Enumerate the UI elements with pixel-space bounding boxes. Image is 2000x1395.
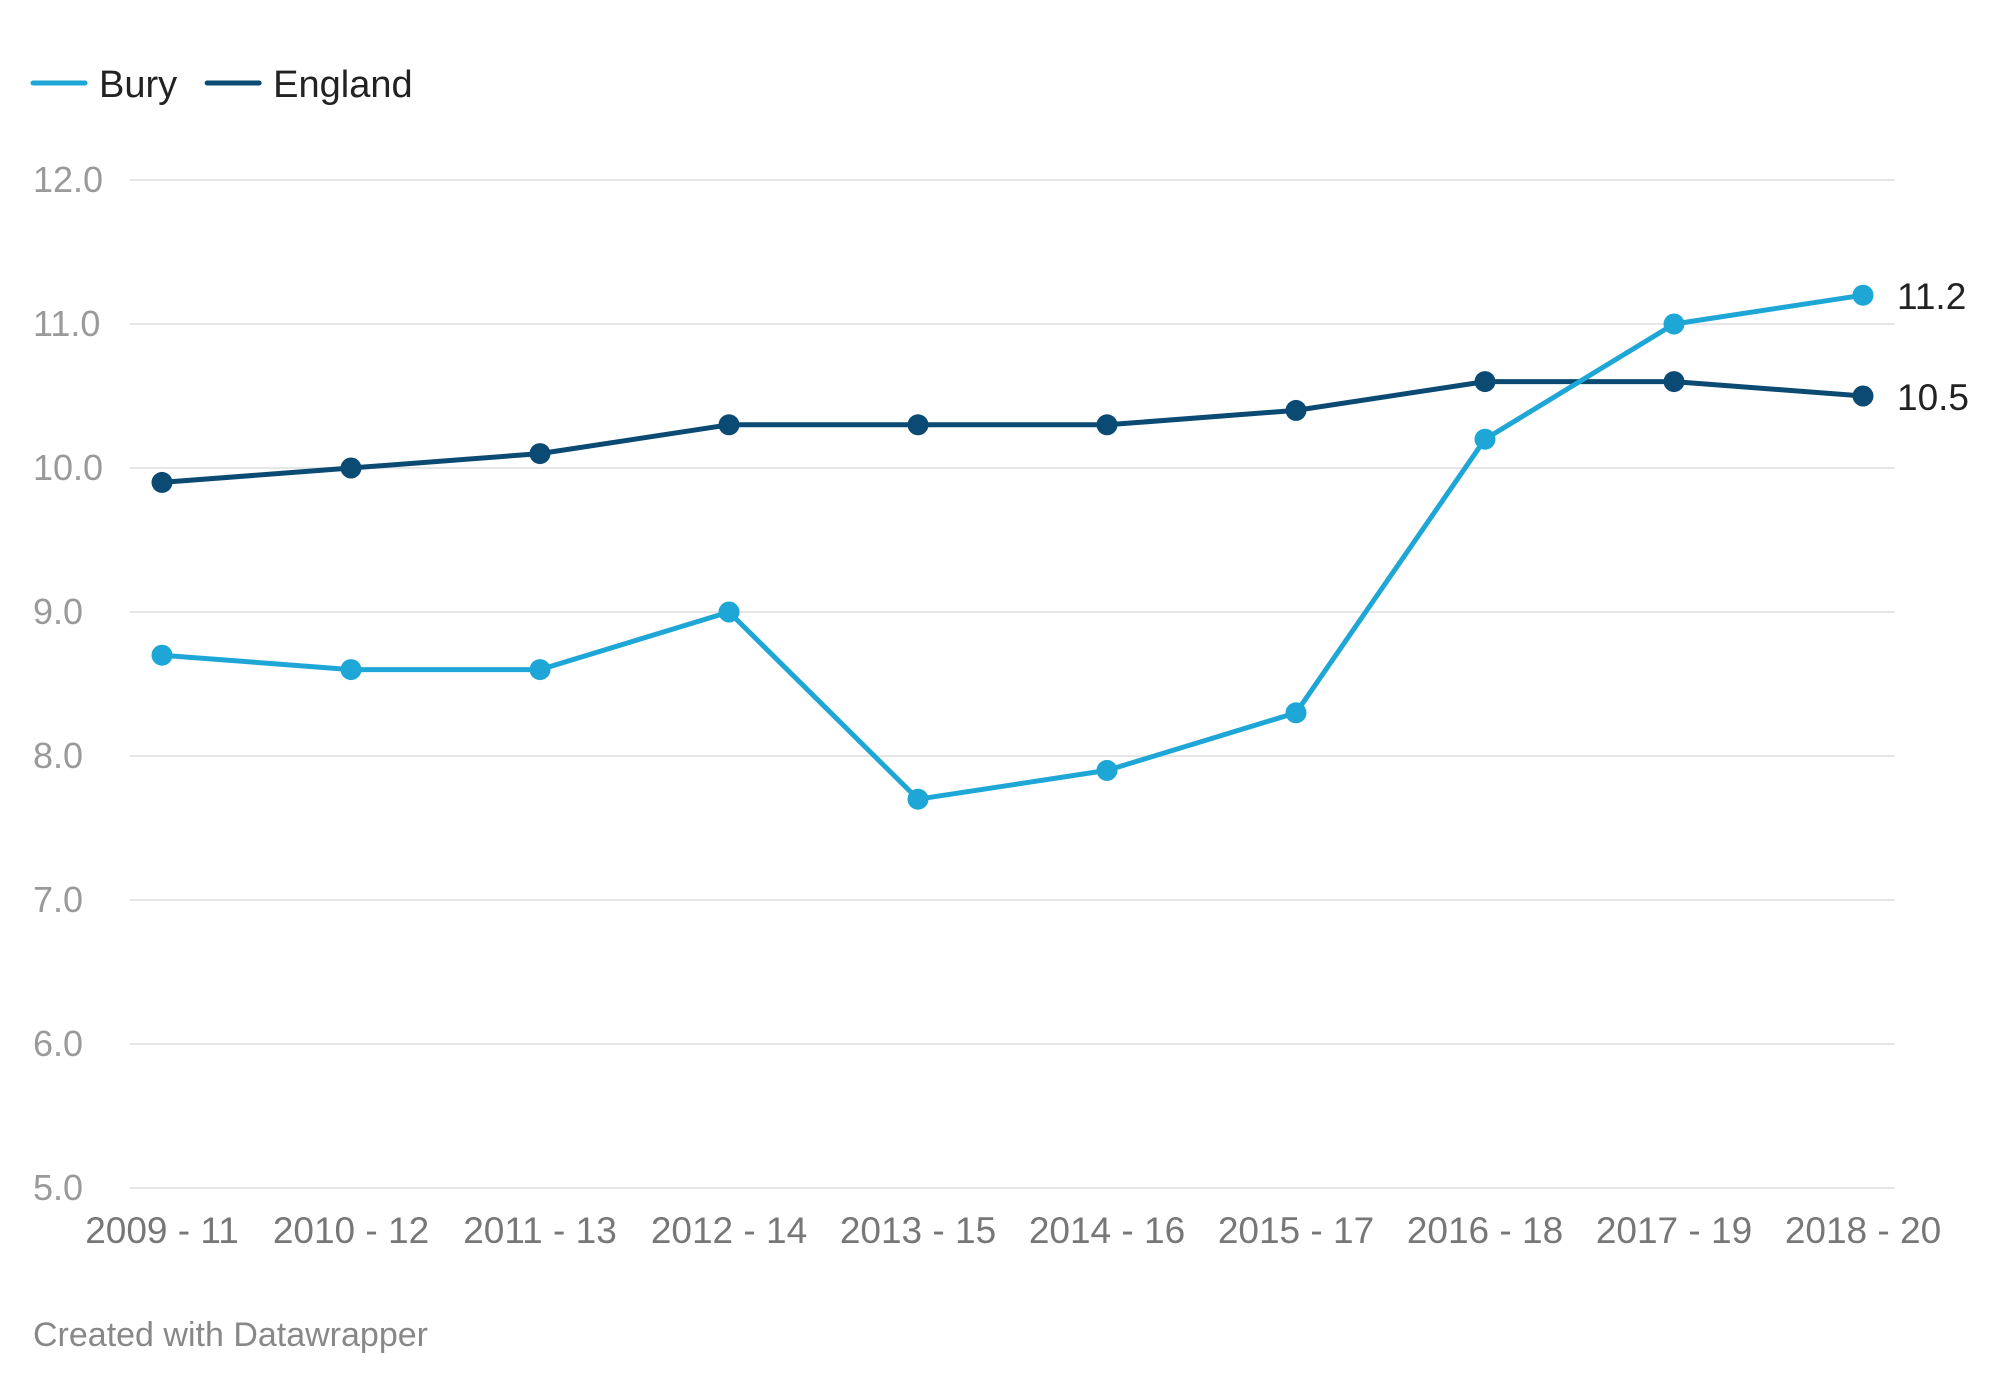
data-point-england	[907, 414, 929, 436]
y-tick-label: 12.0	[33, 159, 103, 200]
credit-text: Created with Datawrapper	[33, 1316, 428, 1354]
data-point-england	[718, 414, 740, 436]
data-point-bury	[1096, 759, 1118, 781]
data-point-bury	[340, 659, 362, 681]
legend-label-bury: Bury	[99, 64, 177, 106]
y-tick-label: 6.0	[33, 1023, 83, 1064]
x-tick-label: 2013 - 15	[840, 1210, 996, 1251]
x-tick-label: 2011 - 13	[463, 1210, 617, 1251]
data-point-bury	[151, 644, 173, 666]
data-point-bury	[1285, 702, 1307, 724]
y-tick-label: 11.0	[33, 303, 100, 344]
y-tick-label: 7.0	[33, 879, 83, 920]
series-lines	[159, 292, 1866, 802]
series-line-bury	[159, 292, 1866, 802]
x-tick-label: 2009 - 11	[85, 1210, 239, 1251]
data-point-england	[1474, 371, 1496, 393]
legend: Bury England	[30, 64, 413, 106]
y-axis-ticks: 5.0 6.0 7.0 8.0 9.0 10.0 11.0 12.0	[33, 159, 103, 1208]
x-tick-label: 2017 - 19	[1596, 1210, 1752, 1251]
legend-label-england: England	[273, 64, 412, 106]
data-point-bury	[718, 601, 740, 623]
x-tick-label: 2015 - 17	[1218, 1210, 1374, 1251]
data-point-england	[1285, 399, 1307, 421]
x-tick-label: 2010 - 12	[273, 1210, 429, 1251]
data-point-england	[529, 443, 551, 465]
series-points	[151, 284, 1874, 810]
data-point-bury	[907, 788, 929, 810]
y-tick-label: 9.0	[33, 591, 83, 632]
data-point-england	[1663, 371, 1685, 393]
data-point-bury	[529, 659, 551, 681]
x-tick-label: 2012 - 14	[651, 1210, 807, 1251]
data-point-england	[1852, 385, 1874, 407]
y-tick-label: 8.0	[33, 735, 83, 776]
data-point-bury	[1474, 428, 1496, 450]
end-label-bury: 11.2	[1897, 276, 1966, 317]
y-tick-label: 5.0	[33, 1167, 83, 1208]
y-tick-label: 10.0	[33, 447, 103, 488]
x-tick-label: 2018 - 20	[1785, 1210, 1941, 1251]
end-label-england: 10.5	[1897, 377, 1969, 418]
data-point-england	[1096, 414, 1118, 436]
data-point-bury	[1663, 313, 1685, 335]
x-tick-label: 2014 - 16	[1029, 1210, 1185, 1251]
data-point-england	[340, 457, 362, 479]
gridlines	[130, 179, 1895, 1189]
x-tick-label: 2016 - 18	[1407, 1210, 1563, 1251]
data-point-bury	[1852, 284, 1874, 306]
end-labels: 11.2 10.5	[1897, 276, 1969, 418]
x-axis-ticks: 2009 - 11 2010 - 12 2011 - 13 2012 - 14 2013…	[85, 1210, 1941, 1251]
data-point-england	[151, 471, 173, 493]
